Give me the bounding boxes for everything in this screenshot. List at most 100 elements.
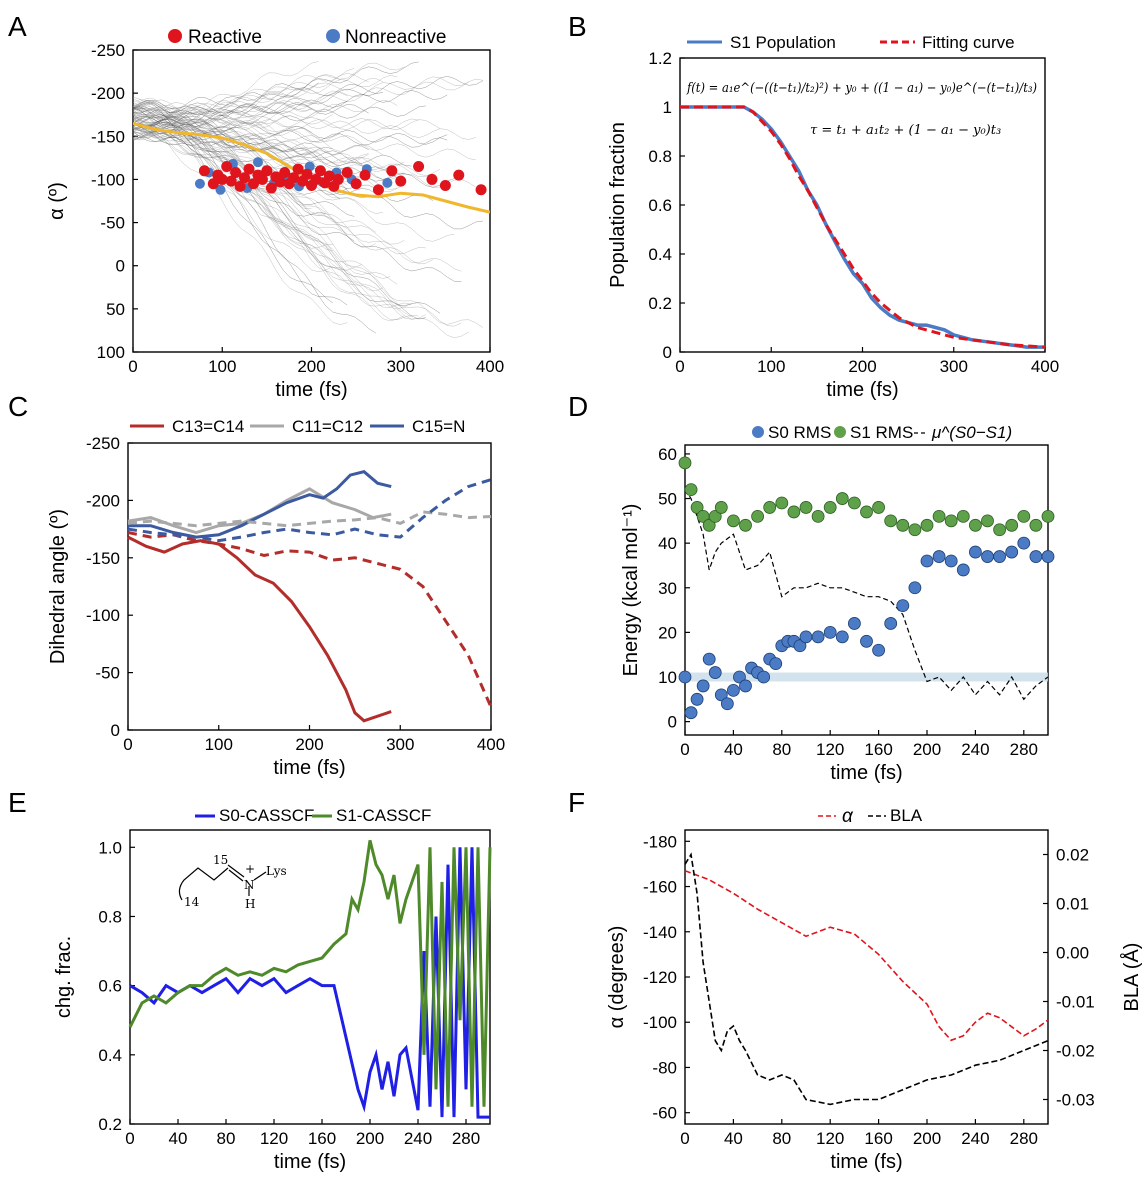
reactive-point (243, 163, 255, 175)
tau-equation: τ = t₁ + a₁t₂ + (1 − a₁ − y₀)t₃ (810, 123, 1001, 138)
panel-letter-b: B (568, 11, 587, 42)
reactive-point (288, 172, 300, 184)
panel-letter-a: A (8, 11, 27, 42)
trajectory-line (133, 133, 484, 328)
trajectory-line (133, 116, 412, 318)
y-axis-label: Population fraction (607, 122, 629, 288)
y-tick-label: 50 (106, 300, 125, 319)
s0-rms-point (1041, 550, 1055, 563)
reactive-point (310, 173, 322, 185)
s1-rms-point (727, 514, 740, 528)
nonreactive-point (382, 177, 393, 188)
s1-rms-point (811, 509, 825, 523)
trajectory-line (133, 133, 391, 279)
y-tick-label: 20 (658, 623, 677, 642)
reactive-point (256, 173, 268, 185)
y-tick-label: 0.8 (648, 147, 672, 166)
trajectory-line (133, 99, 398, 139)
s1-rms-point (708, 509, 722, 523)
panel-d-chart: 0 40 80 120 160 200 240 280 0 10 20 30 40 50 60 time (f… (620, 423, 1055, 784)
s1-rms-point (835, 492, 849, 505)
trajectory-line (133, 126, 462, 272)
s0-rms-point (896, 599, 910, 613)
s1-rms-point (799, 501, 813, 514)
panel-letter-e: E (8, 787, 27, 818)
legend-alpha-label: α (842, 806, 854, 827)
x-tick-label: 240 (961, 740, 989, 759)
s1-rms-point (739, 518, 752, 532)
x-tick-label: 300 (940, 357, 968, 376)
s1-rms-point (848, 496, 861, 510)
trajectory-line (133, 76, 484, 126)
s0-rms-point (739, 679, 752, 693)
trajectory-line (133, 123, 334, 273)
plot-frame (127, 442, 492, 731)
x-axis-label: time (fs) (274, 1151, 346, 1173)
dihedral-dashed-line (127, 531, 493, 708)
legend-s1-label: S1 RMS (850, 423, 913, 442)
x-tick-label: 400 (1031, 357, 1059, 376)
x-tick-label: 200 (848, 357, 876, 376)
x-tick-label: 200 (913, 740, 941, 759)
dihedral-dashed-line (127, 478, 492, 543)
s0-rms-point (1017, 536, 1031, 550)
trajectory-line (133, 102, 369, 115)
y2-tick-label: -0.03 (1056, 1091, 1095, 1110)
reactive-point (426, 173, 438, 185)
x-tick-label: 160 (864, 740, 892, 759)
legend-s1casscf-label: S1-CASSCF (336, 806, 431, 825)
reactive-point (221, 160, 233, 172)
x-tick-label: 100 (757, 357, 785, 376)
y-tick-label: 0.4 (98, 1046, 122, 1065)
reactive-point (230, 167, 242, 179)
charge-fraction-line (128, 840, 492, 1107)
y-tick-label: 10 (658, 668, 677, 687)
x-tick-label: 200 (913, 1129, 941, 1148)
s1-rms-point (684, 483, 698, 497)
y-tick-label: 0.4 (648, 245, 672, 264)
x-tick-label: 280 (1010, 1129, 1038, 1148)
y-axis-label: Dihedral angle (º) (47, 509, 69, 664)
reactive-point (225, 175, 237, 187)
trajectory-line (133, 103, 376, 334)
x-tick-label: 280 (452, 1129, 480, 1148)
dihedral-line (127, 487, 392, 535)
y-tick-label: 0.2 (98, 1115, 122, 1134)
reactive-point (239, 172, 251, 184)
x-axis-label: time (fs) (273, 757, 345, 779)
trajectory-line (133, 116, 405, 171)
y-tick-label: -150 (91, 127, 125, 146)
reactive-point (247, 178, 259, 190)
s1-population-line (680, 105, 1045, 349)
legend-reactive-label: Reactive (188, 27, 262, 48)
s0-rms-point (981, 550, 994, 563)
y-axis-label: chg. frac. (53, 936, 75, 1018)
reactive-point (323, 170, 335, 182)
s1-rms-point (1017, 509, 1031, 523)
legend-s0-label: S0 RMS (768, 423, 831, 442)
s0-rms-point (872, 643, 885, 657)
trajectory-line (133, 106, 398, 285)
nonreactive-point (252, 157, 263, 168)
s1-rms-point (884, 514, 898, 528)
x-axis-label: time (fs) (830, 1151, 902, 1173)
reactive-point (301, 168, 313, 180)
trajectory-line (133, 101, 462, 327)
x-tick-label: 400 (477, 735, 505, 754)
y2-tick-label: 0.00 (1056, 944, 1089, 963)
reactive-point (395, 175, 407, 187)
x-tick-label: 0 (123, 735, 132, 754)
legend-nonreactive-label: Nonreactive (345, 27, 446, 48)
reactive-point (292, 163, 304, 175)
reactive-point (198, 165, 210, 177)
x-tick-label: 120 (260, 1129, 288, 1148)
y-tick-label: -200 (86, 491, 120, 510)
legend-fit-label: Fitting curve (922, 33, 1015, 52)
plot-frame (684, 444, 1049, 736)
y-tick-label: 100 (97, 343, 125, 362)
y-tick-label: -180 (643, 832, 677, 851)
y-axis-label: Energy (kcal mol⁻¹) (620, 504, 642, 677)
x-tick-label: 160 (864, 1129, 892, 1148)
s1-rms-point (860, 505, 873, 519)
s1-rms-point (944, 514, 958, 528)
